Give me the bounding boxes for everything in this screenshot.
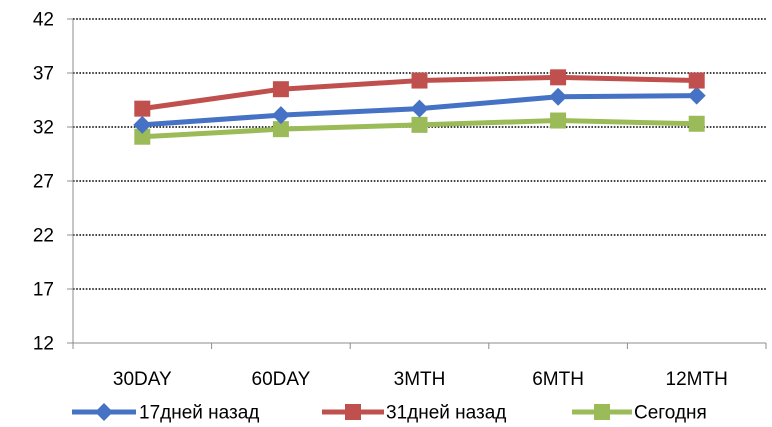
legend-marker-1 bbox=[95, 403, 113, 421]
x-tick-label: 60DAY bbox=[252, 369, 311, 390]
data-point-series-2 bbox=[550, 69, 567, 86]
data-point-series-2 bbox=[688, 72, 705, 89]
axes bbox=[67, 18, 767, 349]
x-tick-label: 12MTH bbox=[666, 369, 728, 390]
data-point-series-3 bbox=[411, 116, 428, 133]
legend-marker-2 bbox=[345, 404, 361, 420]
data-point-series-2 bbox=[272, 81, 289, 98]
legend-label-2: 31дней назад bbox=[386, 403, 506, 424]
data-point-series-3 bbox=[550, 112, 567, 129]
legend-marker-3 bbox=[594, 404, 610, 420]
data-point-series-1 bbox=[687, 86, 706, 105]
data-point-series-2 bbox=[411, 72, 428, 89]
y-tick-label: 32 bbox=[33, 118, 54, 139]
data-point-series-1 bbox=[271, 106, 290, 125]
x-tick-label: 30DAY bbox=[113, 369, 172, 390]
data-point-series-2 bbox=[134, 100, 151, 117]
data-point-series-3 bbox=[272, 121, 289, 138]
grid-lines bbox=[73, 18, 766, 290]
data-point-series-1 bbox=[133, 115, 152, 134]
y-tick-label: 17 bbox=[33, 280, 54, 301]
y-tick-label: 42 bbox=[33, 10, 54, 31]
legend: 17дней назад 31дней назад Сегодня bbox=[72, 403, 707, 424]
legend-label-1: 17дней назад bbox=[139, 403, 259, 424]
data-point-series-3 bbox=[134, 128, 151, 145]
data-point-series-1 bbox=[410, 99, 429, 118]
x-tick-labels: 30DAY 60DAY 3MTH 6MTH 12MTH bbox=[113, 369, 728, 390]
y-tick-label: 12 bbox=[33, 334, 54, 355]
x-tick-label: 6MTH bbox=[532, 369, 584, 390]
data-point-series-1 bbox=[549, 87, 568, 106]
x-tick-label: 3MTH bbox=[394, 369, 446, 390]
y-tick-label: 22 bbox=[33, 226, 54, 247]
y-tick-label: 37 bbox=[33, 64, 54, 85]
legend-label-3: Сегодня bbox=[634, 403, 707, 424]
y-tick-labels: 12 17 22 27 32 37 42 bbox=[33, 10, 54, 355]
y-tick-label: 27 bbox=[33, 172, 54, 193]
data-point-series-3 bbox=[688, 115, 705, 132]
series-lines bbox=[133, 69, 706, 145]
